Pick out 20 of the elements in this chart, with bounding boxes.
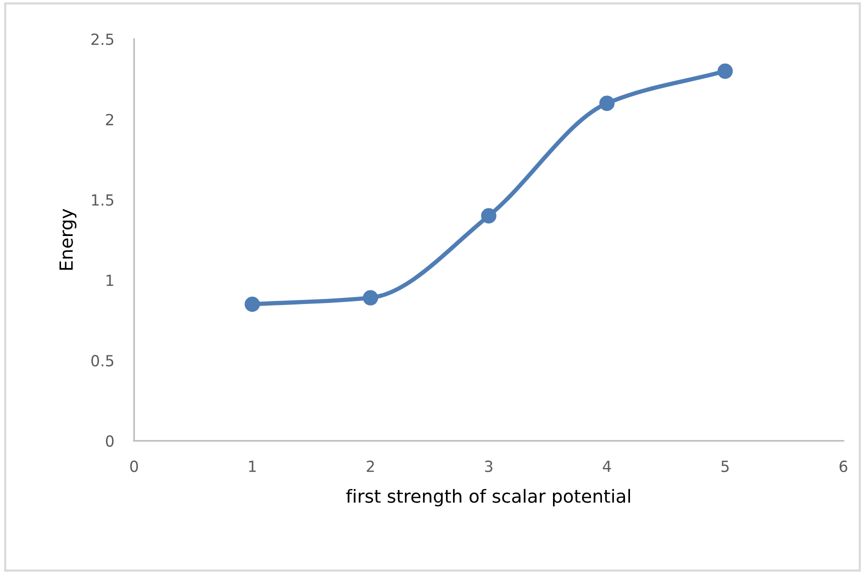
- point: [481, 208, 496, 224]
- x-tick-label: 3: [485, 460, 492, 472]
- y-tick-label: 2: [106, 114, 114, 126]
- x-tick-label: 6: [840, 460, 848, 472]
- y-tick-label: 0.5: [91, 354, 114, 366]
- y-tick-label: 0: [106, 435, 114, 447]
- x-tick-label: 5: [721, 460, 729, 472]
- point: [718, 64, 733, 79]
- y-tick-label: 2.5: [91, 33, 114, 46]
- x-tick-label: 0: [130, 460, 138, 472]
- point: [599, 96, 615, 111]
- y-tick-label: 1.5: [92, 194, 114, 206]
- y-axis-title: Energy: [60, 208, 76, 270]
- x-tick-label: 1: [249, 460, 256, 472]
- x-axis-title: first strength of scalar potential: [346, 488, 630, 506]
- x-tick-label: 2: [366, 460, 374, 472]
- y-tick-label: 1: [106, 274, 114, 286]
- point: [362, 290, 378, 306]
- point: [244, 296, 260, 312]
- x-tick-label: 4: [602, 460, 611, 472]
